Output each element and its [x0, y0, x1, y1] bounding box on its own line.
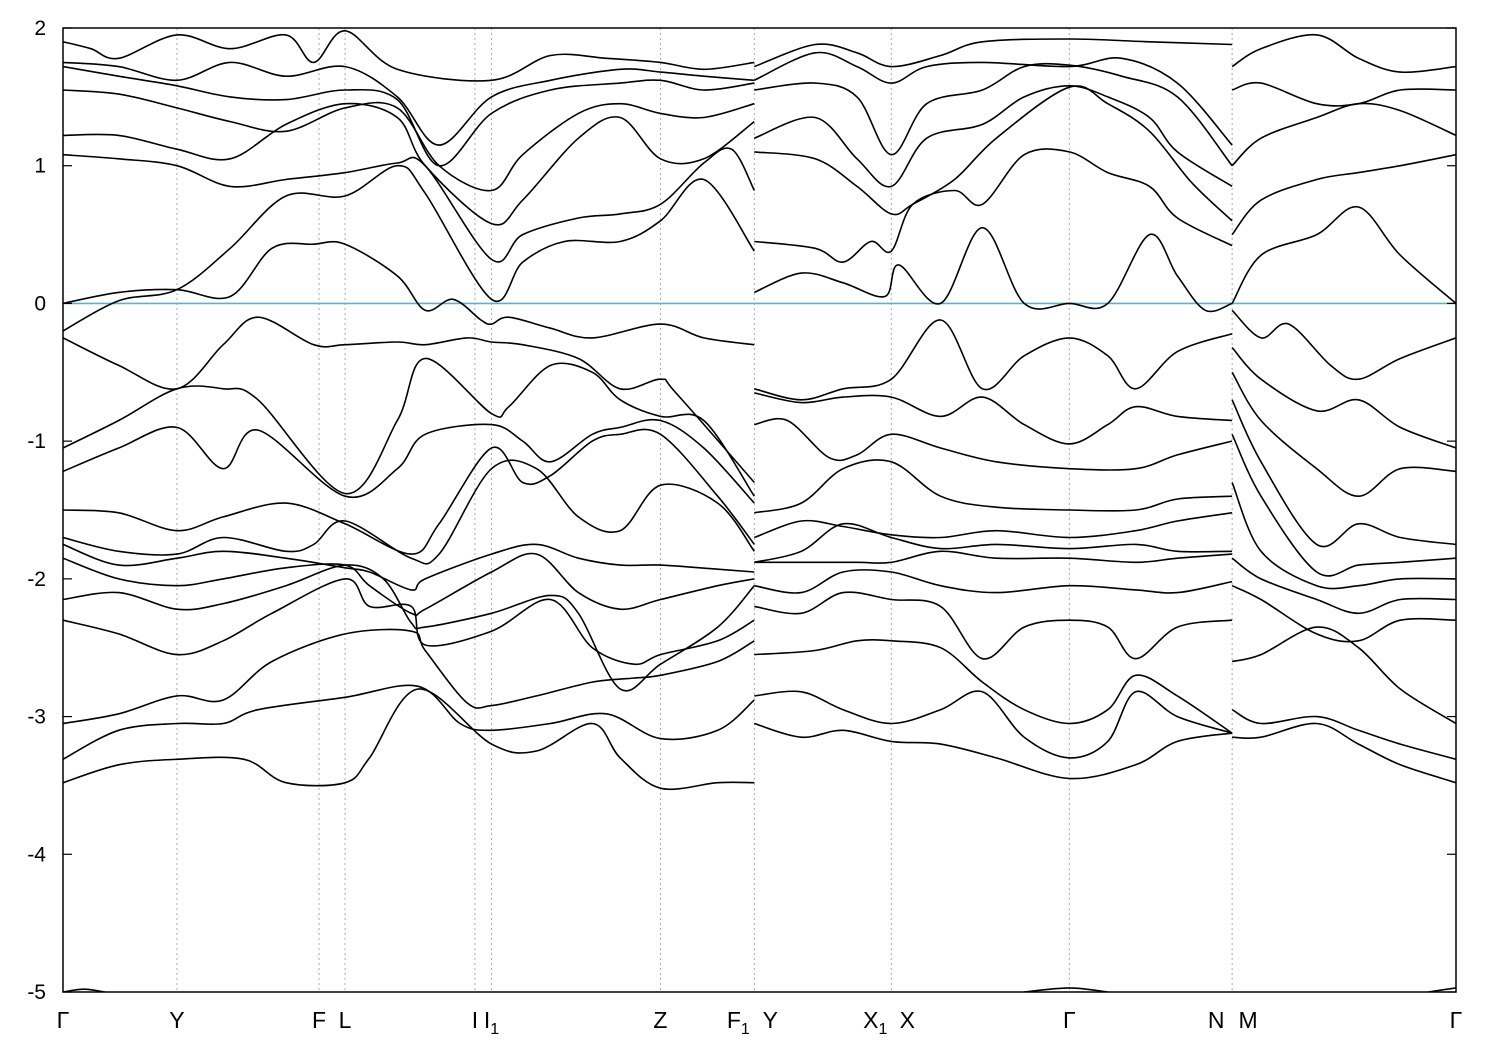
- y-tick-label: 1: [34, 155, 46, 178]
- band-line-33: [754, 550, 1233, 564]
- band-line-18: [63, 61, 755, 146]
- band-line-14: [63, 147, 756, 263]
- band-line-29: [754, 417, 1233, 471]
- kpoint-label: M: [1239, 1007, 1258, 1033]
- band-line-28: [754, 392, 1233, 445]
- band-line-9: [63, 418, 755, 504]
- band-line-27: [754, 319, 1233, 401]
- band-line-20: [753, 226, 1233, 313]
- band-line-1: [63, 684, 755, 761]
- band-line-4: [63, 564, 755, 692]
- band-line-38: [754, 722, 1233, 780]
- band-line-52: [1231, 626, 1456, 725]
- band-line-19: [63, 29, 755, 82]
- band-line-39: [1231, 206, 1456, 305]
- band-lines: [63, 29, 1456, 992]
- kpoint-label: Γ: [1450, 1007, 1463, 1033]
- band-line-12: [63, 240, 755, 346]
- band-line-31: [754, 512, 1233, 539]
- band-line-50: [1231, 557, 1456, 615]
- band-line-48: [1231, 433, 1456, 577]
- band-line-0: [63, 688, 755, 790]
- kpoint-label: Γ: [1063, 1007, 1076, 1033]
- kpoint-label: Z: [653, 1007, 667, 1033]
- y-tick-label: 0: [34, 292, 46, 315]
- band-line-40: [1231, 153, 1456, 236]
- band-line-32: [754, 522, 1233, 564]
- kpoint-label: Γ: [57, 1007, 70, 1033]
- plot-frame: [62, 27, 1457, 993]
- kpoint-label: X: [900, 1007, 915, 1033]
- band-line-41: [1231, 102, 1456, 167]
- y-tick-label: 2: [34, 17, 46, 40]
- band-line-24: [754, 62, 1233, 167]
- band-line-8: [63, 428, 755, 555]
- kpoint-label: I: [472, 1007, 478, 1033]
- band-line-35: [754, 591, 1233, 660]
- band-line-15: [63, 102, 755, 226]
- band-line-44: [1231, 309, 1456, 381]
- band-line-6: [63, 543, 755, 591]
- y-tick-label: -1: [27, 430, 46, 453]
- y-axis-ticks: 2 1 0 -1 -2 -3 -4 -5: [27, 17, 1456, 1004]
- band-line-55: [63, 988, 105, 992]
- band-line-56: [1024, 987, 1108, 992]
- y-tick-label: -2: [27, 568, 46, 591]
- band-line-45: [1231, 346, 1456, 449]
- band-line-21: [754, 148, 1233, 263]
- y-tick-label: -5: [27, 981, 46, 1004]
- x-axis-kpoint-labels: Γ Y F L I I1 Z F1 Y X1 X Γ N M Γ: [57, 1007, 1463, 1038]
- band-line-3: [63, 578, 755, 666]
- band-line-17: [63, 65, 755, 167]
- kpoint-label: Y: [763, 1007, 778, 1033]
- band-line-25: [753, 51, 1233, 146]
- kpoint-label: L: [339, 1007, 352, 1033]
- band-line-43: [1231, 34, 1456, 74]
- band-line-53: [1231, 708, 1456, 761]
- band-line-34: [754, 569, 1233, 594]
- band-line-11: [63, 316, 755, 484]
- y-tick-label: -4: [27, 843, 46, 866]
- band-line-42: [1231, 81, 1456, 107]
- band-line-23: [754, 85, 1233, 188]
- band-line-51: [1231, 584, 1456, 643]
- band-line-10: [63, 357, 755, 497]
- band-line-49: [1231, 482, 1456, 590]
- band-line-22: [754, 85, 1233, 222]
- kpoint-label: F: [312, 1007, 326, 1033]
- band-line-7: [63, 459, 755, 565]
- band-line-54: [1232, 722, 1456, 784]
- y-tick-label: -3: [27, 706, 46, 729]
- band-line-13: [63, 164, 755, 332]
- band-line-26: [754, 38, 1233, 68]
- band-line-46: [1231, 371, 1456, 497]
- band-line-5: [63, 552, 755, 617]
- band-line-30: [754, 459, 1233, 514]
- band-line-47: [1231, 399, 1456, 548]
- band-line-37: [754, 690, 1233, 759]
- kpoint-label: Y: [169, 1007, 184, 1033]
- band-line-36: [754, 638, 1233, 734]
- kpoint-label: N: [1208, 1007, 1225, 1033]
